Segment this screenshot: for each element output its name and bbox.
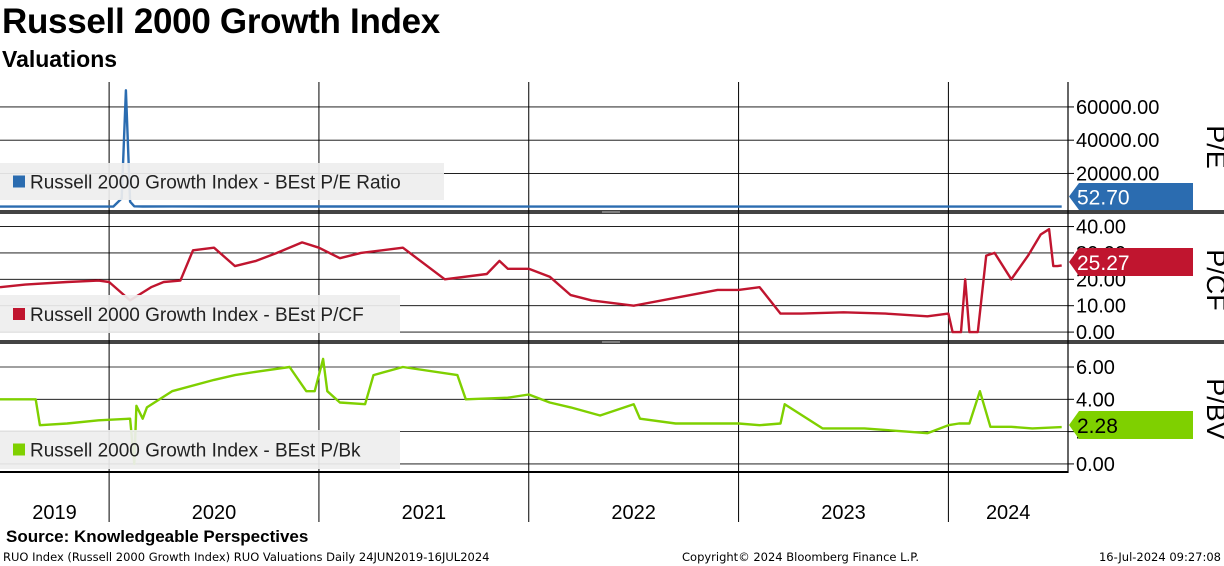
x-tick-label: 2022: [611, 502, 656, 524]
source-note: Source: Knowledgeable Perspectives: [6, 527, 309, 546]
x-tick-label: 2024: [986, 502, 1031, 524]
legend-box: [0, 295, 400, 333]
x-tick-label: 2020: [192, 502, 237, 524]
last-value-tag: [1069, 183, 1193, 210]
y-tick-label: 4.00: [1076, 389, 1115, 411]
x-tick-label: 2023: [821, 502, 866, 524]
last-value-label: 2.28: [1077, 415, 1118, 438]
ticker-info: RUO Index (Russell 2000 Growth Index) RU…: [3, 550, 490, 564]
legend-swatch: [13, 443, 25, 456]
legend-box: [0, 163, 444, 200]
x-tick-label: 2019: [32, 502, 77, 524]
y-axis-title: P/E: [1201, 125, 1224, 169]
legend-swatch: [13, 308, 25, 320]
x-tick-label: 2021: [402, 502, 447, 524]
y-tick-label: 6.00: [1076, 357, 1115, 379]
series-line-pbk: [0, 357, 1062, 466]
chart-subtitle: Valuations: [2, 46, 118, 72]
y-tick-label: 20000.00: [1076, 163, 1159, 185]
legend-box: [0, 430, 400, 469]
y-tick-label: 10.00: [1076, 296, 1126, 318]
last-value-label: 25.27: [1077, 252, 1130, 275]
last-value-tag: [1069, 411, 1193, 439]
legend-swatch: [13, 175, 25, 188]
legend-label: Russell 2000 Growth Index - BEst P/Bk: [30, 441, 361, 462]
y-tick-label: 40000.00: [1076, 130, 1159, 152]
legend-label: Russell 2000 Growth Index - BEst P/E Rat…: [30, 173, 401, 194]
y-axis-title: P/CF: [1201, 249, 1224, 311]
timestamp: 16-Jul-2024 09:27:08: [1098, 550, 1221, 564]
x-axis-line: [0, 471, 1068, 473]
last-value-label: 52.70: [1077, 187, 1130, 210]
y-axis-title: P/BV: [1201, 378, 1224, 440]
last-value-tag: [1069, 248, 1193, 276]
y-tick-label: 0.00: [1076, 454, 1115, 476]
legend-label: Russell 2000 Growth Index - BEst P/CF: [30, 305, 364, 326]
copyright: Copyright© 2024 Bloomberg Finance L.P.: [682, 550, 919, 564]
y-tick-label: 40.00: [1076, 217, 1126, 239]
y-tick-label: 0.00: [1076, 322, 1115, 344]
y-tick-label: 60000.00: [1076, 97, 1159, 119]
chart-title: Russell 2000 Growth Index: [2, 2, 440, 41]
series-line-pcf: [0, 227, 1062, 334]
